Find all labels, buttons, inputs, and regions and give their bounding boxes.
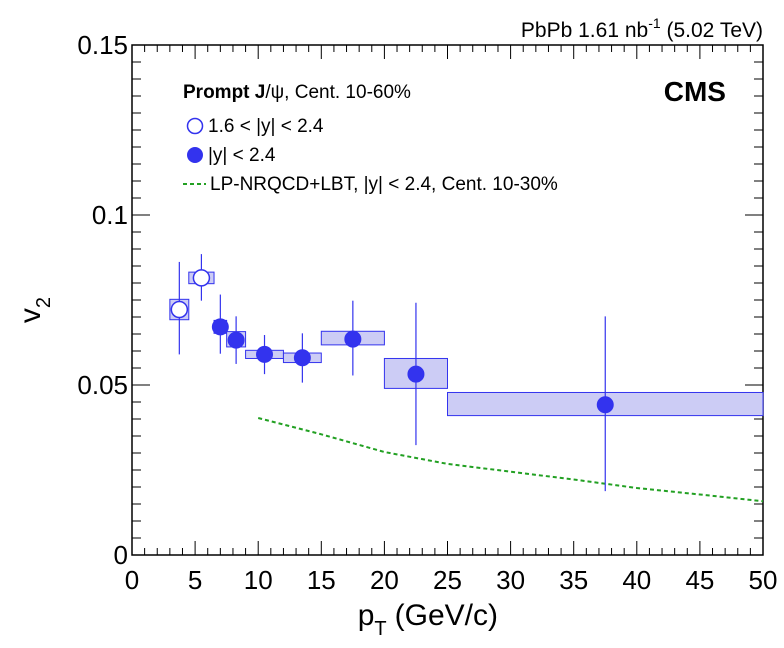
x-tick-labels: 0 5 10 15 20 25 30 35 40 45 50 bbox=[125, 565, 778, 595]
legend: Prompt J/ψ, Cent. 10-60% 1.6 < |y| < 2.4… bbox=[183, 82, 558, 195]
x-tick-label: 45 bbox=[685, 565, 714, 595]
y-tick-label: 0 bbox=[114, 540, 128, 570]
data-point-filled bbox=[227, 331, 245, 349]
plot-area bbox=[169, 254, 764, 503]
x-tick-label: 25 bbox=[433, 565, 462, 595]
model-curve bbox=[257, 417, 764, 503]
legend-entry-1: 1.6 < |y| < 2.4 bbox=[208, 116, 324, 137]
legend-entry-2: |y| < 2.4 bbox=[208, 145, 276, 166]
data-point-filled bbox=[596, 396, 614, 414]
header-energy: (5.02 TeV) bbox=[667, 19, 764, 42]
x-tick-label: 5 bbox=[188, 565, 202, 595]
x-axis-title: pT (GeV/c) bbox=[358, 599, 498, 640]
data-point-filled bbox=[344, 330, 362, 348]
y-tick-label: 0.05 bbox=[77, 370, 128, 400]
x-tick-label: 20 bbox=[370, 565, 399, 595]
y-tick-labels: 0 0.05 0.1 0.15 bbox=[77, 30, 128, 570]
data-point-filled bbox=[256, 345, 274, 363]
x-tick-label: 40 bbox=[622, 565, 651, 595]
x-tick-label: 35 bbox=[559, 565, 588, 595]
data-point-filled bbox=[211, 318, 229, 336]
y-axis-title: v2 bbox=[14, 297, 55, 323]
legend-entry-3: LP-NRQCD+LBT, |y| < 2.4, Cent. 10-30% bbox=[210, 174, 558, 195]
data-point-open bbox=[192, 269, 211, 287]
legend-open-circle-marker bbox=[186, 117, 204, 135]
y-tick-label: 0.1 bbox=[92, 200, 128, 230]
legend-filled-circle-marker bbox=[187, 147, 203, 163]
x-tick-label: 0 bbox=[125, 565, 139, 595]
x-tick-label: 30 bbox=[496, 565, 525, 595]
x-tick-label: 50 bbox=[749, 565, 778, 595]
data-point-open bbox=[170, 300, 189, 319]
header-lumi-exponent: -1 bbox=[648, 15, 661, 31]
legend-title: Prompt J/ψ, Cent. 10-60% bbox=[183, 82, 411, 103]
x-tick-label: 10 bbox=[244, 565, 273, 595]
header-label: PbPb 1.61 nb-1 (5.02 TeV) bbox=[521, 15, 763, 42]
experiment-label: CMS bbox=[664, 76, 726, 107]
data-point-filled bbox=[293, 349, 311, 367]
header-collision: PbPb 1.61 nb bbox=[521, 19, 648, 42]
x-tick-label: 15 bbox=[307, 565, 336, 595]
y-tick-label: 0.15 bbox=[77, 30, 128, 60]
data-point-filled bbox=[407, 365, 425, 383]
